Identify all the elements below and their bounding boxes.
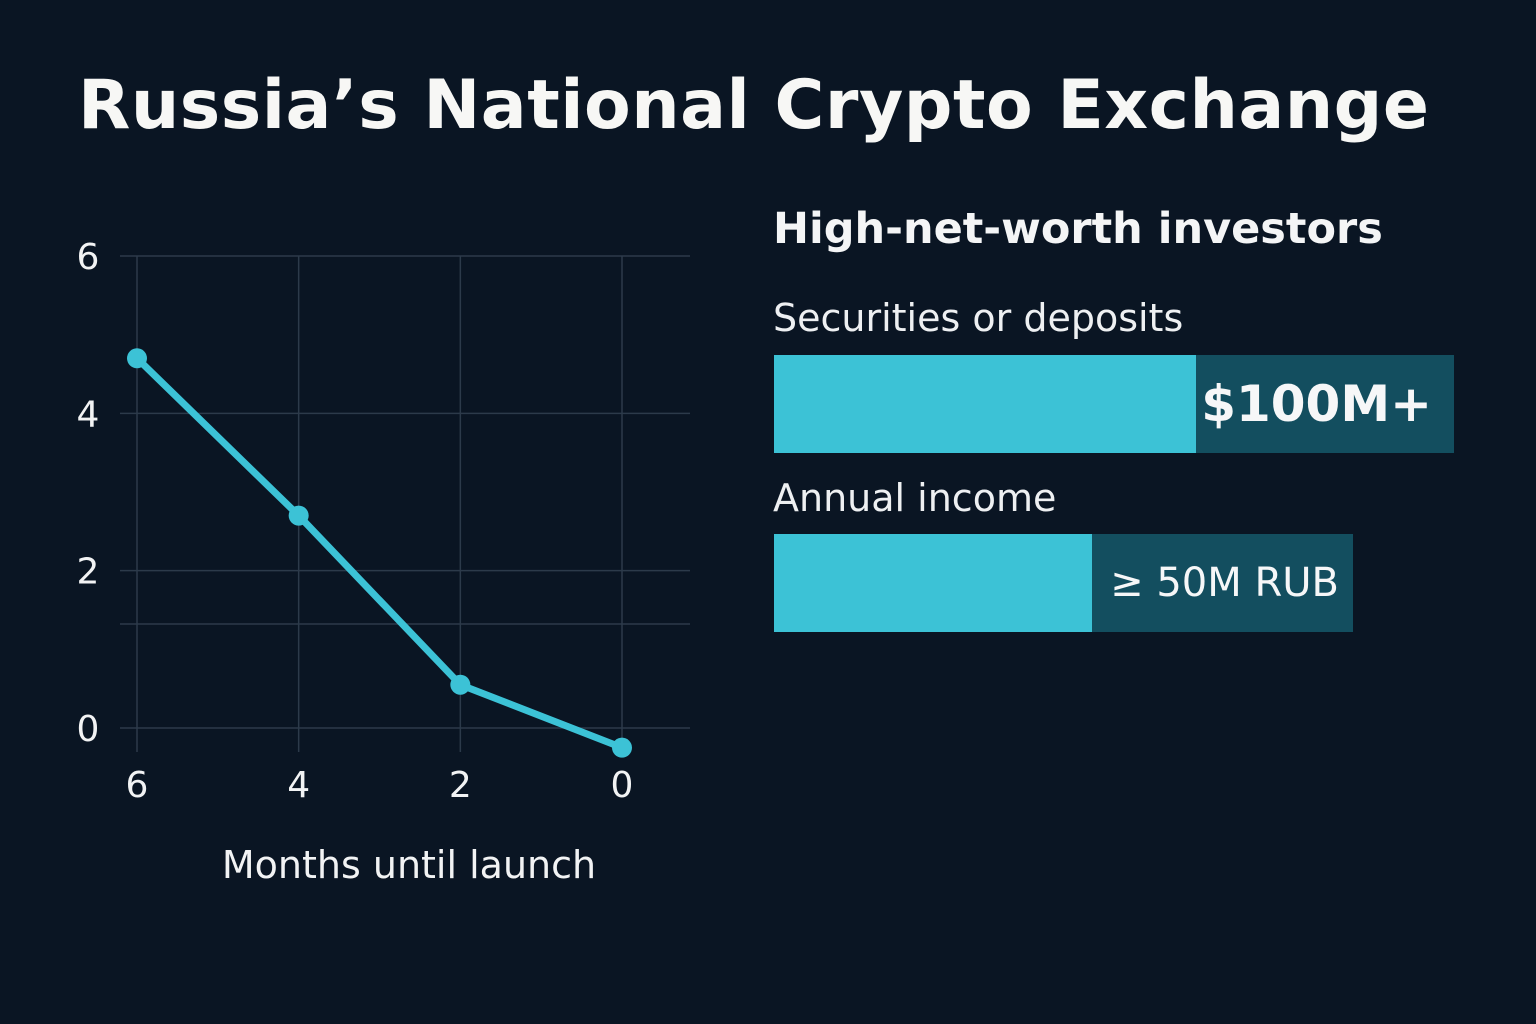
y-tick-label: 2 (77, 552, 100, 593)
line-chart: 0 2 4 6 6 4 2 0 Months until launch (77, 237, 690, 887)
x-tick-label: 4 (287, 765, 310, 806)
securities-value: $100M+ (1201, 375, 1432, 433)
data-point (288, 505, 309, 526)
data-point (127, 348, 147, 369)
chart-series (127, 348, 632, 758)
x-tick-label: 0 (611, 765, 634, 806)
x-axis-ticks: 6 4 2 0 (126, 765, 634, 806)
securities-bar-fill (774, 355, 1196, 453)
data-point (612, 737, 632, 758)
income-bar-fill (774, 534, 1093, 632)
x-tick-label: 2 (449, 765, 472, 806)
income-value: ≥ 50M RUB (1110, 560, 1339, 606)
x-axis-label: Months until launch (222, 843, 596, 887)
x-tick-label: 6 (126, 765, 149, 806)
securities-bar: $100M+ (774, 355, 1454, 453)
investor-criteria-heading: High-net-worth investors (773, 204, 1383, 254)
series-line (133, 354, 626, 752)
data-point (450, 674, 471, 695)
chart-grid (120, 255, 690, 752)
y-axis-ticks: 0 2 4 6 (77, 237, 100, 750)
page-title: Russia’s National Crypto Exchange (78, 66, 1430, 145)
y-tick-label: 0 (77, 709, 100, 750)
securities-label: Securities or deposits (773, 296, 1184, 340)
income-bar: ≥ 50M RUB (774, 534, 1353, 632)
income-label: Annual income (773, 476, 1057, 520)
y-tick-label: 6 (77, 237, 100, 278)
y-tick-label: 4 (77, 394, 100, 435)
